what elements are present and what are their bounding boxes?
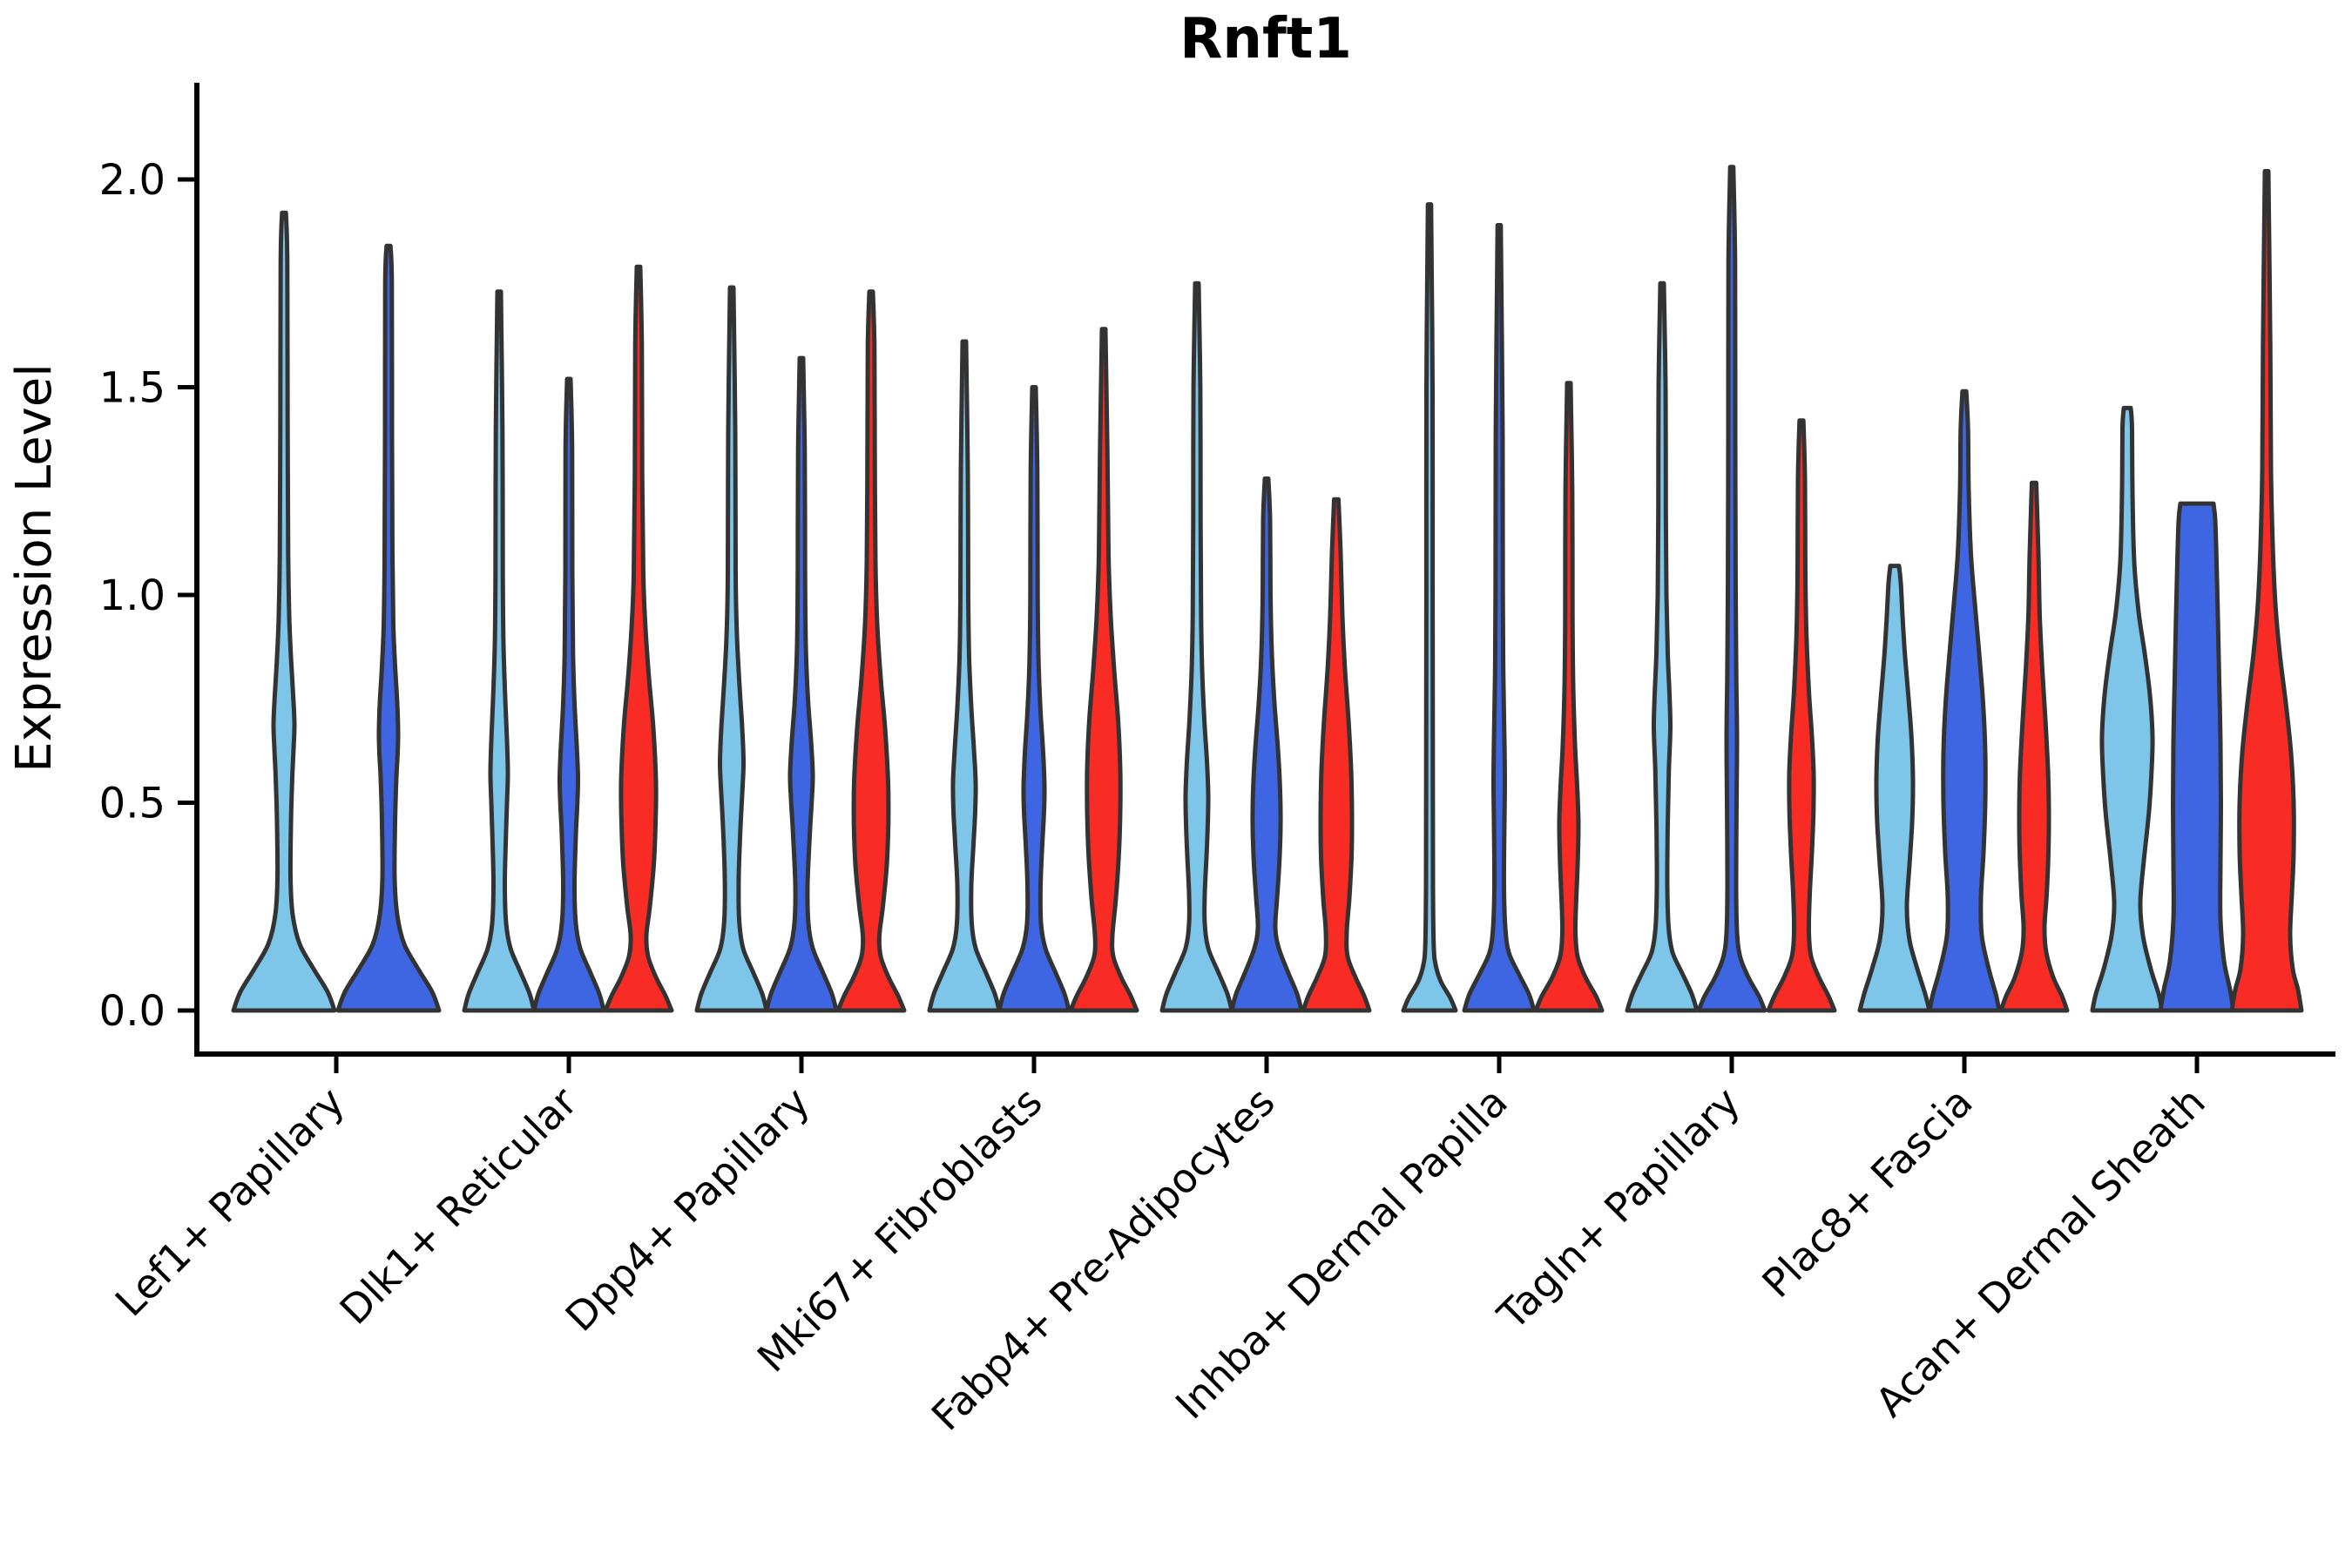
x-tick-label: Dlk1+ Reticular xyxy=(331,1078,586,1334)
violin-group xyxy=(694,285,907,1013)
x-tick-label: Lef1+ Papillary xyxy=(106,1078,354,1326)
violin xyxy=(927,339,1002,1013)
violin-group xyxy=(1401,202,1605,1013)
violin-group xyxy=(927,327,1139,1013)
violin xyxy=(835,289,907,1013)
chart-title: Rnft1 xyxy=(1179,7,1352,71)
y-axis-label: Expression Level xyxy=(6,363,63,773)
violin xyxy=(531,376,606,1013)
violin xyxy=(1857,564,1932,1013)
violin-group xyxy=(1625,165,1837,1013)
violin-group xyxy=(231,210,442,1013)
y-tick-label: 2.0 xyxy=(99,156,166,205)
violin xyxy=(1998,480,2070,1013)
violin-group xyxy=(2090,169,2304,1013)
violin xyxy=(462,289,537,1013)
y-tick-label: 1.5 xyxy=(99,364,166,413)
violin xyxy=(764,355,839,1013)
y-tick-label: 1.0 xyxy=(99,571,166,620)
violins-layer xyxy=(231,165,2304,1013)
violin xyxy=(335,243,442,1013)
violin xyxy=(1159,280,1234,1013)
x-tick-label: Dpp4+ Papillary xyxy=(557,1078,819,1341)
violin xyxy=(2158,501,2236,1013)
violin xyxy=(1625,280,1700,1013)
violin-group xyxy=(462,264,674,1013)
violin xyxy=(1766,418,1837,1013)
x-tick-label: Plac8+ Fascia xyxy=(1753,1078,1981,1307)
violin xyxy=(997,385,1071,1013)
violin-group xyxy=(1159,280,1372,1013)
x-tick-label: Tagln+ Papillary xyxy=(1488,1078,1749,1340)
violin-group xyxy=(1857,389,2070,1013)
violin xyxy=(2229,169,2304,1013)
violin xyxy=(231,210,337,1013)
violin xyxy=(1301,497,1372,1013)
violin xyxy=(1927,389,2002,1013)
violin xyxy=(694,285,769,1013)
violin xyxy=(1229,476,1304,1013)
violin xyxy=(2090,405,2165,1013)
y-tick-label: 0.5 xyxy=(99,780,166,828)
violin xyxy=(1462,223,1537,1013)
violin xyxy=(1696,165,1767,1013)
violin xyxy=(1533,381,1605,1013)
violin xyxy=(1401,202,1458,1013)
violin xyxy=(1068,327,1139,1013)
violin xyxy=(603,264,674,1013)
y-tick-label: 0.0 xyxy=(99,987,166,1036)
